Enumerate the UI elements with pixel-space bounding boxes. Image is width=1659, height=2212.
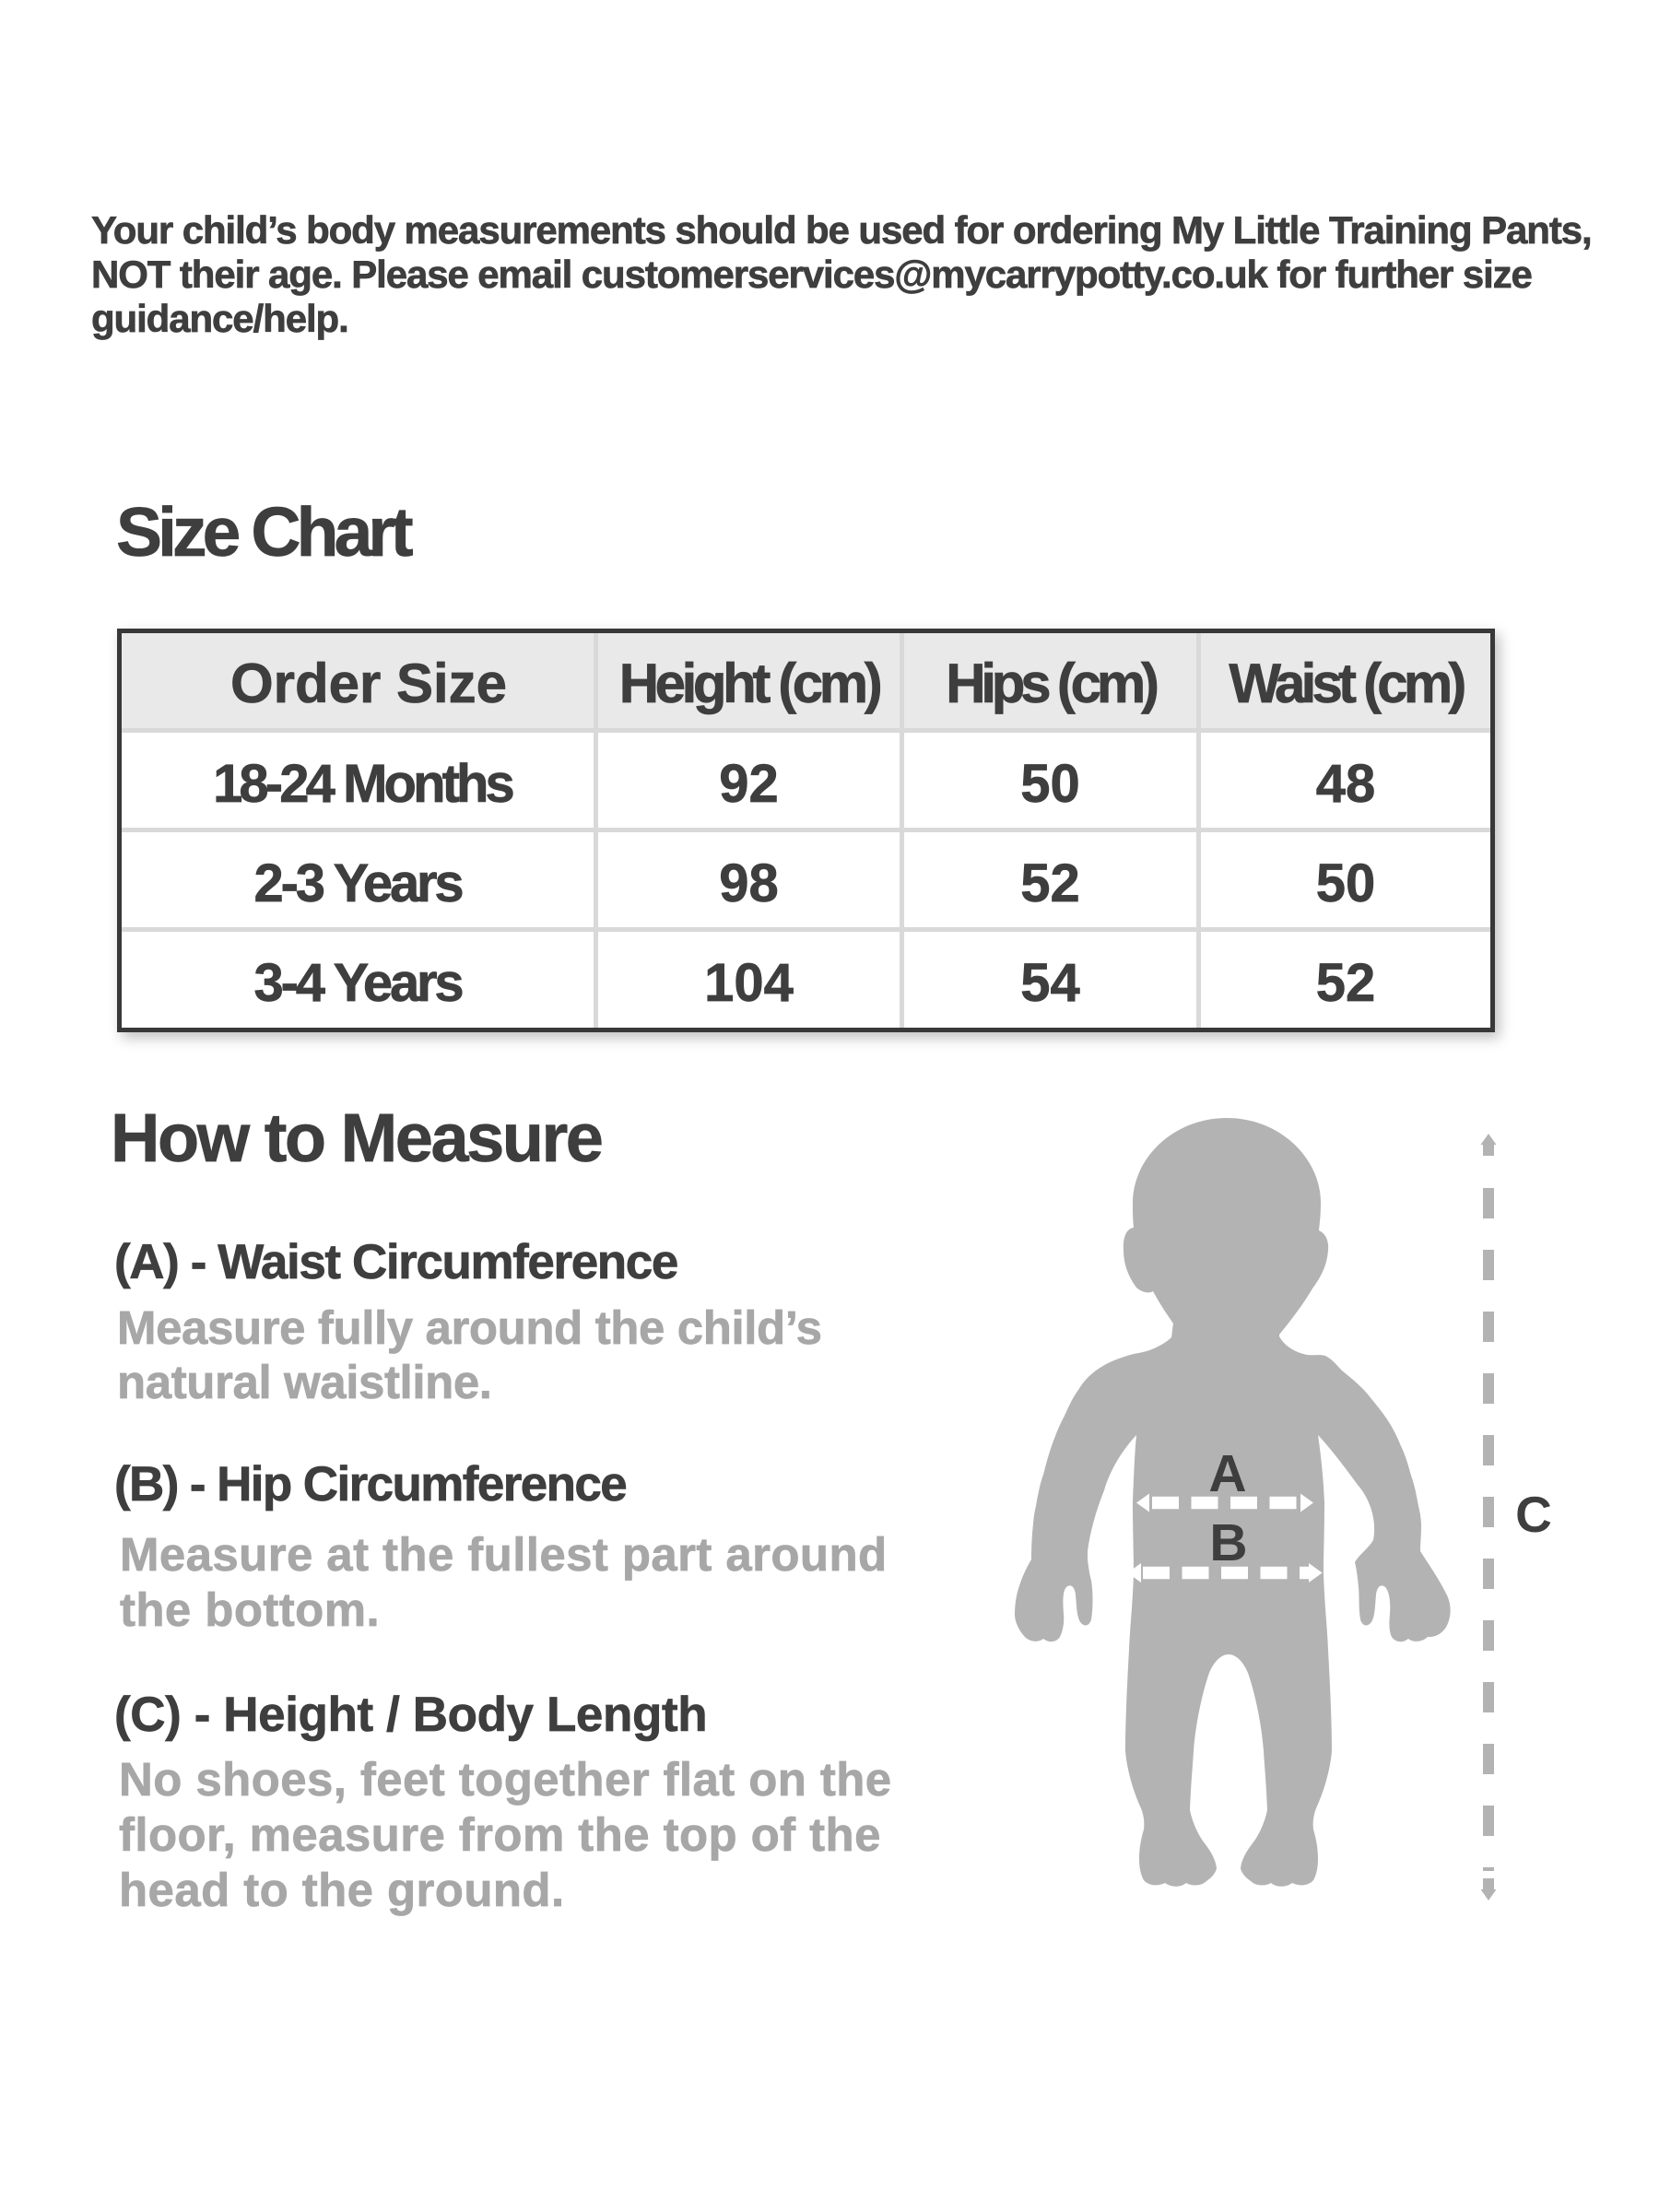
- svg-text:A: A: [1208, 1444, 1246, 1503]
- svg-text:C: C: [1515, 1486, 1552, 1543]
- svg-text:B: B: [1209, 1513, 1247, 1572]
